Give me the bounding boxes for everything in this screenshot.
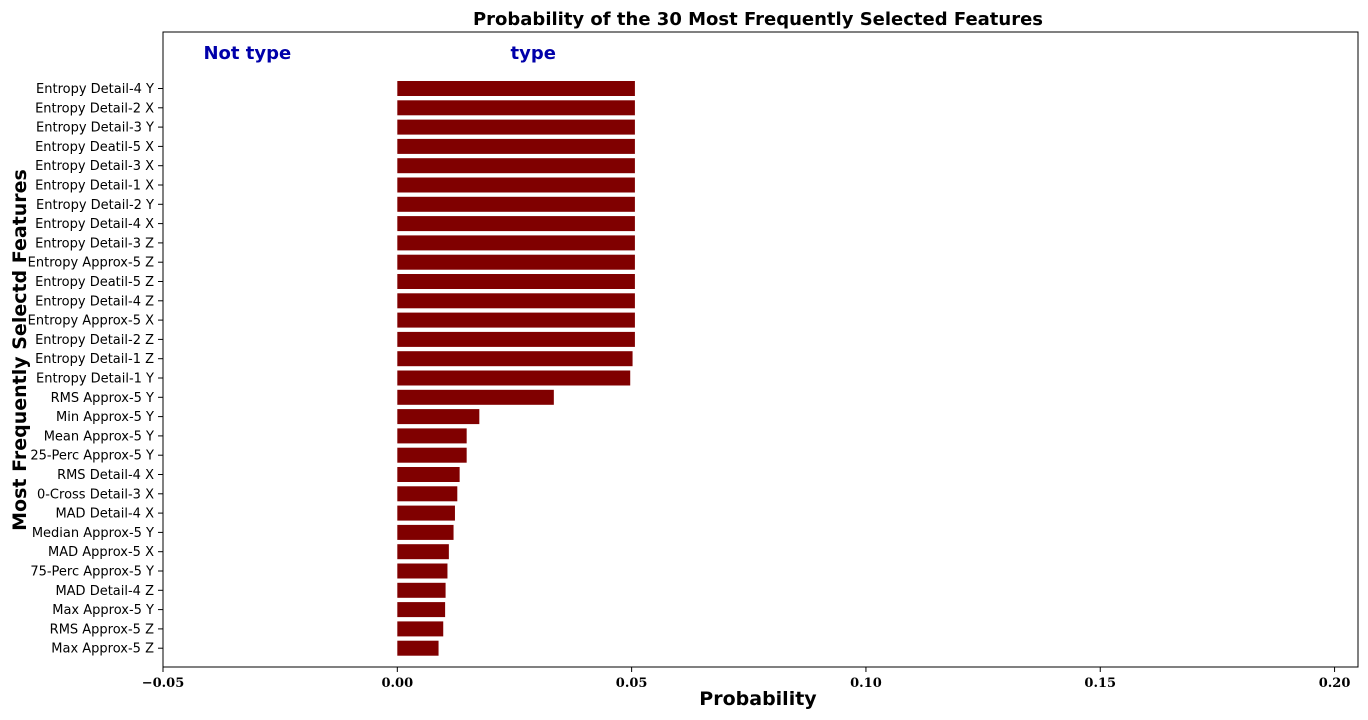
bar [397, 563, 448, 579]
bar [397, 582, 446, 598]
bar [397, 370, 631, 386]
y-tick-label: Entropy Deatil-5 Z [35, 275, 154, 290]
y-tick-label: 25-Perc Approx-5 Y [30, 449, 154, 464]
bar [397, 544, 449, 560]
x-tick-label: 0.10 [850, 676, 882, 691]
y-tick-label: Entropy Detail-2 Z [35, 333, 154, 348]
bar [397, 254, 635, 270]
bar [397, 409, 480, 425]
y-tick-label: 0-Cross Detail-3 X [37, 487, 154, 502]
y-tick-label: RMS Approx-5 Z [50, 622, 154, 637]
y-tick-label: Entropy Detail-3 Y [36, 121, 154, 136]
x-axis-label: Probability [699, 688, 817, 710]
x-tick-labels: −0.05 0.00 0.05 0.10 0.15 0.20 [142, 667, 1351, 691]
y-tick-label: Entropy Detail-1 X [35, 179, 154, 194]
bar [397, 486, 458, 502]
bar [397, 177, 635, 193]
y-tick-label: Entropy Detail-1 Z [35, 352, 154, 367]
y-tick-label: Entropy Detail-3 X [35, 159, 154, 174]
bar [397, 389, 554, 405]
bar [397, 640, 439, 656]
bar [397, 81, 635, 96]
bar [397, 293, 635, 309]
x-tick-label: 0.15 [1084, 676, 1116, 691]
y-tick-label: Entropy Detail-4 X [35, 217, 154, 232]
y-tick-label: Entropy Approx-5 X [28, 314, 154, 329]
bar [397, 351, 633, 367]
y-tick-label: Entropy Detail-2 X [35, 101, 154, 116]
annotations-group: Not type type [203, 43, 555, 64]
bar [397, 331, 635, 347]
x-tick-label: 0.05 [616, 676, 648, 691]
y-tick-label: Max Approx-5 Z [51, 642, 154, 657]
bar [397, 100, 635, 116]
y-tick-label: MAD Detail-4 X [55, 507, 154, 522]
y-tick-label: 75-Perc Approx-5 Y [30, 565, 154, 580]
bar [397, 196, 635, 212]
y-tick-label: Entropy Deatil-5 X [35, 140, 154, 155]
y-tick-label: Mean Approx-5 Y [44, 429, 154, 444]
y-tick-label: Max Approx-5 Y [52, 603, 154, 618]
bar [397, 505, 455, 521]
y-tick-label: RMS Detail-4 X [57, 468, 154, 483]
bar [397, 621, 444, 637]
y-axis-label: Most Frequently Selectd Features [9, 169, 31, 531]
y-tick-labels: Entropy Detail-4 Y Entropy Detail-2 X Entr… [28, 82, 163, 657]
bar [397, 602, 446, 618]
y-tick-label: Median Approx-5 Y [32, 526, 154, 541]
bar [397, 119, 635, 135]
y-tick-label: Entropy Detail-1 Y [36, 372, 154, 387]
bars-group [397, 81, 635, 656]
bar [397, 467, 460, 482]
y-tick-label: Min Approx-5 Y [56, 410, 154, 425]
bar [397, 312, 635, 328]
annotation-label: type [510, 43, 555, 64]
bar [397, 447, 467, 463]
bar [397, 428, 467, 444]
bar [397, 158, 635, 174]
bar [397, 524, 454, 540]
y-tick-label: RMS Approx-5 Y [51, 391, 154, 406]
bar [397, 235, 635, 251]
plot-area-frame [162, 31, 1359, 668]
y-tick-label: Entropy Detail-3 Z [35, 236, 154, 251]
annotation-label: Not type [203, 43, 291, 64]
bar [397, 138, 635, 154]
y-tick-label: MAD Approx-5 X [48, 545, 154, 560]
x-tick-label: 0.20 [1319, 676, 1351, 691]
y-tick-label: Entropy Detail-2 Y [36, 198, 154, 213]
x-tick-label: −0.05 [142, 676, 185, 691]
x-tick-label: 0.00 [381, 676, 413, 691]
y-tick-label: Entropy Detail-4 Y [36, 82, 154, 97]
y-tick-label: MAD Detail-4 Z [55, 584, 154, 599]
bar [397, 216, 635, 232]
chart-title: Probability of the 30 Most Frequently Se… [473, 9, 1043, 30]
y-tick-label: Entropy Detail-4 Z [35, 294, 154, 309]
y-tick-label: Entropy Approx-5 Z [28, 256, 154, 271]
bar [397, 274, 635, 289]
